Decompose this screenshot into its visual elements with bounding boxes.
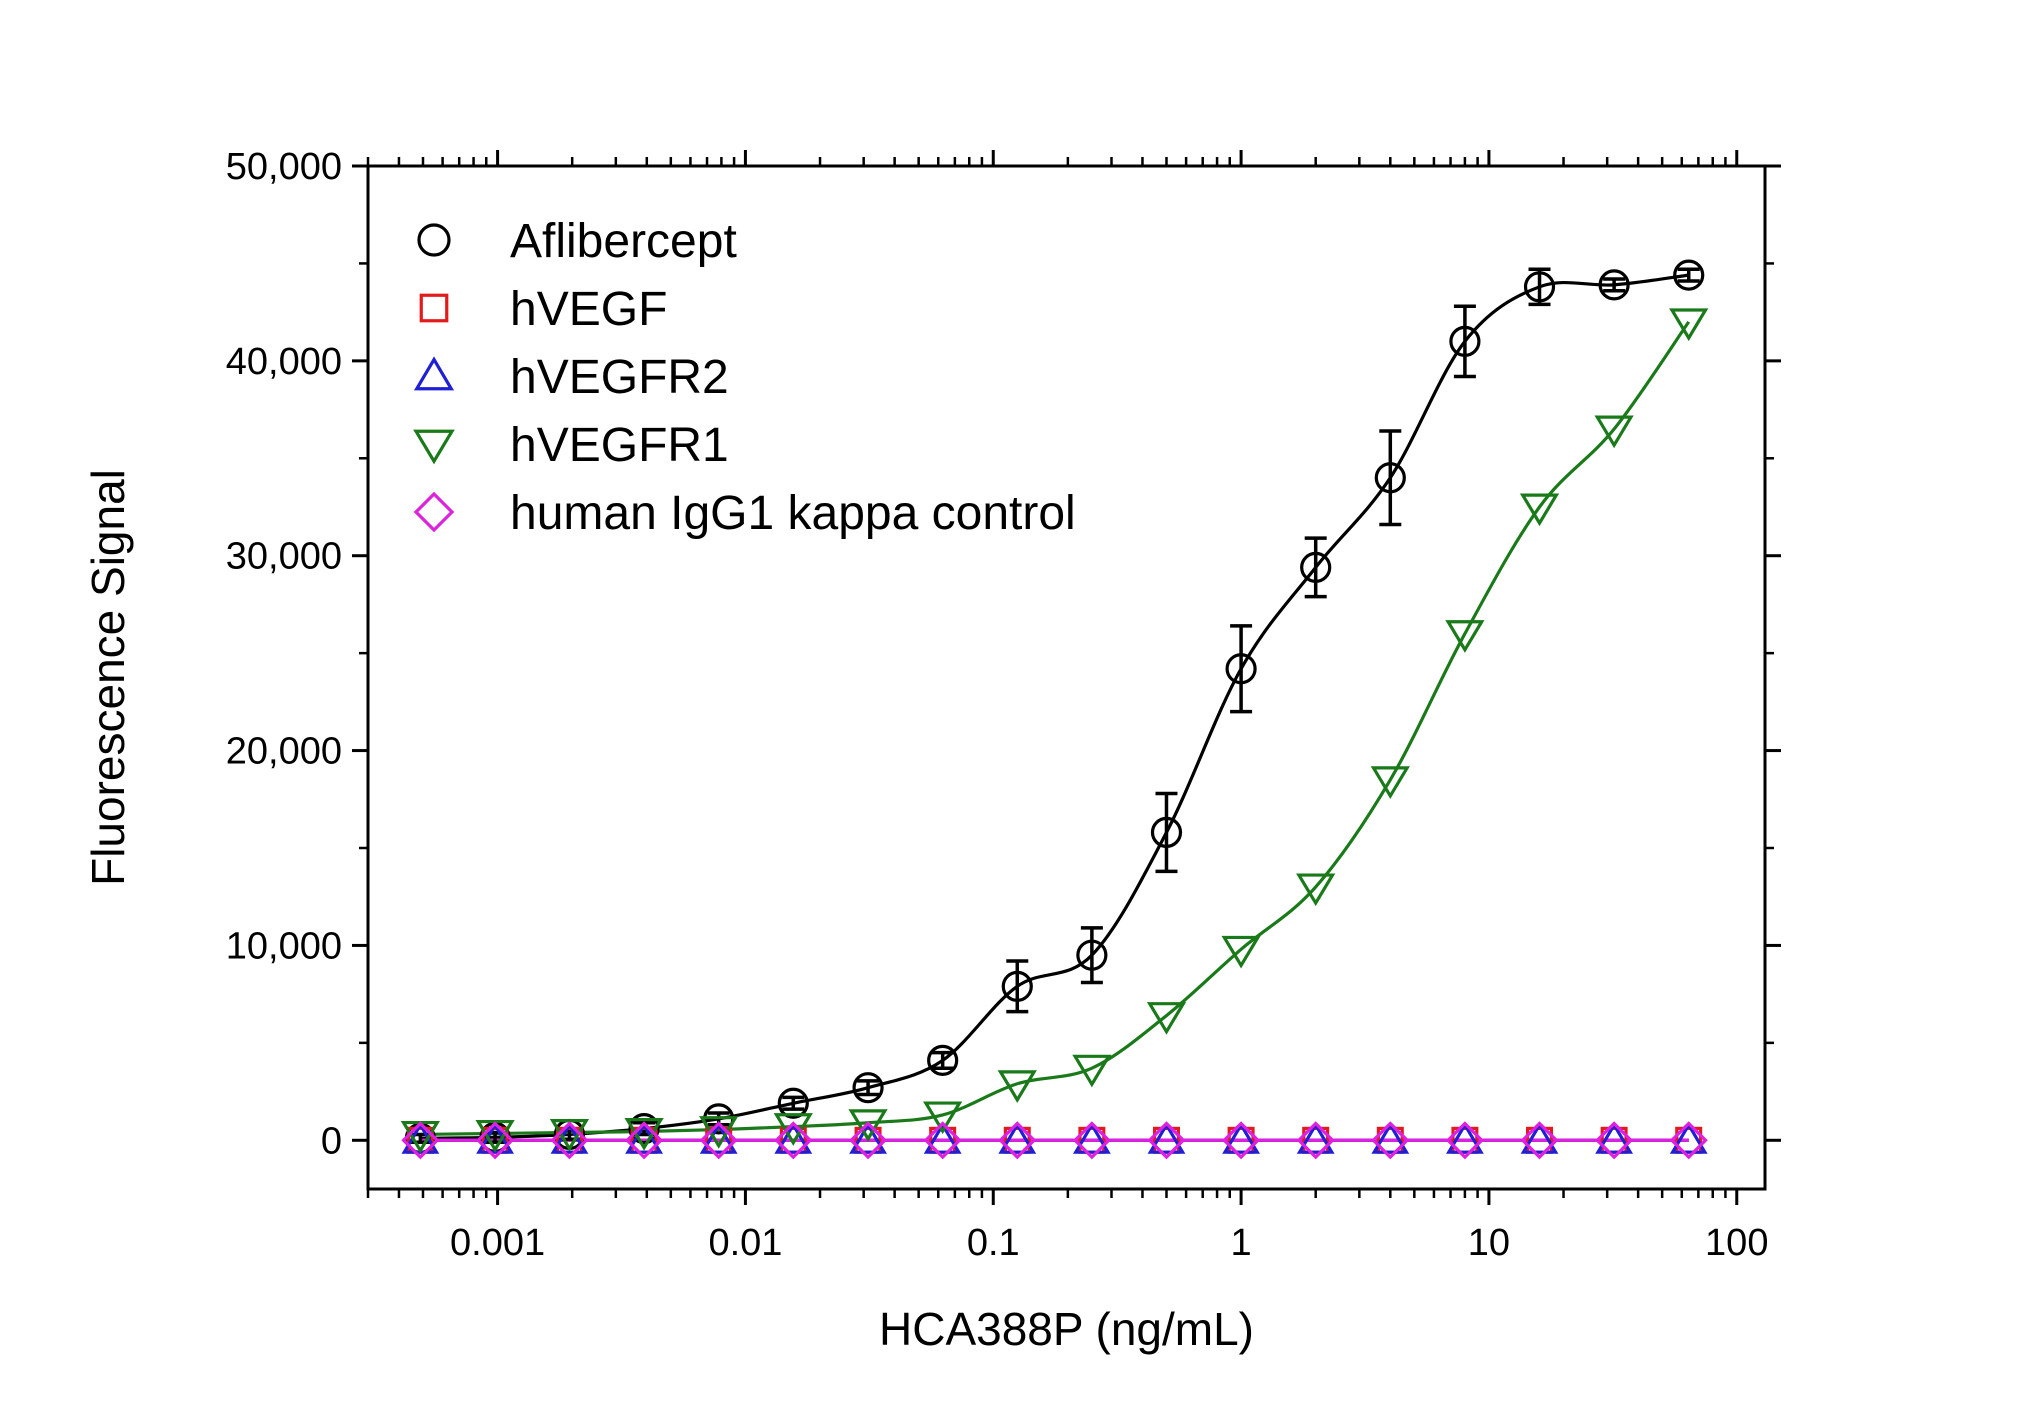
human-igg1-kappa-control-point (1222, 1121, 1261, 1160)
x-tick-label: 0.01 (708, 1222, 782, 1264)
human-igg1-kappa-control-point (1296, 1121, 1335, 1160)
hvegfr2-point (998, 1121, 1037, 1154)
y-tick-label: 40,000 (226, 341, 342, 383)
legend: Aflibercept hVEGF hVEGFR2 hVEGFR1 human IgG1… (413, 215, 1076, 540)
hvegfr2-point (1446, 1121, 1484, 1154)
hvegfr2-point (1072, 1121, 1111, 1154)
human-igg1-kappa-control-point (998, 1121, 1037, 1160)
axis-ticks (352, 150, 1781, 1205)
legend-label-hvegfr1: hVEGFR1 (510, 419, 729, 472)
x-tick-label: 1 (1231, 1222, 1252, 1264)
hvegfr2-point (774, 1121, 813, 1154)
legend-label-hvegf: hVEGF (510, 283, 667, 336)
y-axis-title: Fluorescence Signal (82, 469, 134, 886)
legend-marker-hvegfr1 (413, 429, 455, 465)
aflibercept-point (777, 1087, 809, 1119)
hvegfr1-point (1146, 1002, 1187, 1035)
aflibercept-point (1150, 816, 1183, 849)
aflibercept-point (1225, 653, 1257, 685)
legend-marker-aflibercept (417, 223, 451, 257)
legend-label-hvegfr2: hVEGFR2 (510, 351, 729, 404)
hvegfr1-point (1370, 766, 1410, 800)
aflibercept-point (1449, 325, 1481, 357)
hvegfr2-point (849, 1121, 887, 1154)
human-igg1-kappa-control-point (849, 1121, 888, 1160)
aflibercept-point (852, 1072, 884, 1104)
hvegfr2-point (550, 1121, 589, 1154)
plot-frame (366, 164, 1767, 1191)
aflibercept-point (1598, 269, 1630, 301)
hvegfr2-point (1595, 1121, 1634, 1154)
hvegfr2-point (699, 1121, 738, 1154)
hvegfr1-point (848, 1109, 888, 1142)
human-igg1-kappa-control-point (550, 1121, 589, 1160)
hvegfr1-point (549, 1118, 590, 1152)
legend-label-aflibercept: Aflibercept (510, 215, 737, 268)
hvegfr2-point (1147, 1121, 1186, 1154)
aflibercept-point (1374, 462, 1406, 494)
hvegfr2-point (1669, 1121, 1708, 1154)
aflibercept-point (1523, 271, 1556, 303)
hvegfr1-point (997, 1070, 1037, 1103)
hvegfr1-point (923, 1101, 963, 1135)
aflibercept-point (628, 1112, 660, 1145)
human-igg1-kappa-control-point (923, 1121, 962, 1160)
y-tick-labels: 0 10,000 20,000 30,000 40,000 50,000 (226, 146, 342, 1162)
human-igg1-kappa-control-point (401, 1121, 440, 1160)
human-igg1-kappa-control-point (699, 1121, 738, 1160)
legend-marker-hvegf (419, 293, 449, 323)
hvegfr2-point (625, 1121, 663, 1154)
data-markers (400, 259, 1709, 1160)
hvegfr1-point (773, 1113, 813, 1146)
hvegfr1-point (1594, 415, 1634, 449)
hvegfr2-point (1222, 1121, 1260, 1154)
hvegfr1-point (1072, 1054, 1112, 1088)
y-tick-label: 10,000 (226, 925, 342, 967)
aflibercept-point (1076, 939, 1108, 971)
hvegfr1-point (1221, 935, 1261, 969)
aflibercept-point (1673, 259, 1705, 291)
human-igg1-kappa-control-point (1147, 1121, 1186, 1160)
aflibercept-fit-line (420, 273, 1689, 1140)
hvegfr2-point (1371, 1121, 1410, 1154)
hvegfr1-point (1296, 873, 1336, 907)
hvegfr2-point (1520, 1121, 1559, 1154)
human-igg1-kappa-control-point (774, 1121, 813, 1160)
human-igg1-kappa-control-point (625, 1121, 664, 1160)
x-tick-labels: 0.001 0.01 0.1 1 10 100 (450, 1222, 1768, 1264)
human-igg1-kappa-control-point (1371, 1121, 1410, 1160)
hvegfr1-point (1519, 493, 1560, 527)
hvegfr2-point (1296, 1121, 1335, 1154)
aflibercept-point (1300, 551, 1332, 584)
hvegfr1-point (1669, 308, 1709, 342)
fit-curves (420, 273, 1691, 1142)
y-tick-label: 0 (321, 1120, 342, 1162)
hvegfr2-point (923, 1121, 962, 1154)
legend-marker-hvegfr2 (413, 356, 455, 391)
x-tick-label: 0.1 (967, 1222, 1020, 1264)
human-igg1-kappa-control-point (476, 1121, 515, 1160)
x-tick-label: 10 (1468, 1222, 1510, 1264)
y-tick-label: 30,000 (226, 536, 342, 578)
legend-marker-human-igg1-kappa-control (413, 491, 455, 533)
human-igg1-kappa-control-point (1669, 1121, 1708, 1160)
human-igg1-kappa-control-point (1445, 1121, 1484, 1160)
y-tick-label: 20,000 (226, 731, 342, 773)
human-igg1-kappa-control-point (1072, 1121, 1111, 1160)
hvegfr1-point (1445, 620, 1485, 653)
legend-label-human-igg1-kappa-control: human IgG1 kappa control (510, 487, 1076, 540)
x-tick-label: 100 (1705, 1222, 1768, 1264)
y-tick-label: 50,000 (226, 146, 342, 188)
human-igg1-kappa-control-point (1520, 1121, 1559, 1160)
x-axis-title: HCA388P (ng/mL) (879, 1303, 1254, 1355)
aflibercept-point (927, 1044, 959, 1076)
x-tick-label: 0.001 (450, 1222, 545, 1264)
aflibercept-point (1001, 970, 1033, 1002)
human-igg1-kappa-control-point (1595, 1121, 1634, 1160)
